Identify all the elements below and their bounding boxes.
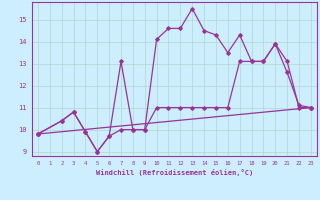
X-axis label: Windchill (Refroidissement éolien,°C): Windchill (Refroidissement éolien,°C) [96, 169, 253, 176]
